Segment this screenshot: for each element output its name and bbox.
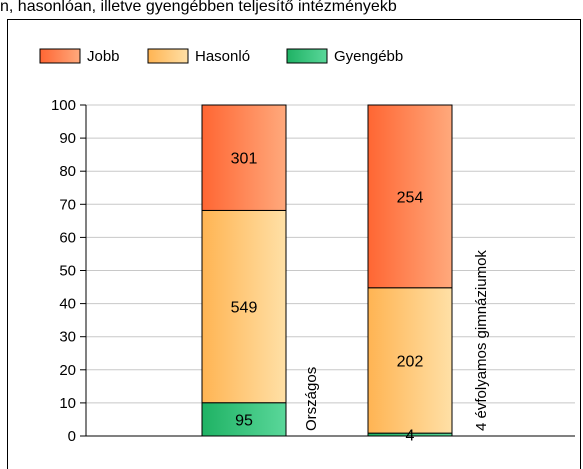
axis-layer: 0 10 20 30 40 50 60 70 80 90 100 bbox=[51, 97, 575, 445]
data-label: 301 bbox=[231, 151, 258, 168]
category-label: Országos bbox=[303, 367, 320, 431]
header-caption: n, hasonlóan, illetve gyengébben teljesí… bbox=[0, 0, 397, 15]
legend-swatch bbox=[39, 48, 81, 64]
label-layer: 95 549 301 Országos 4 202 254 4 évfolyamos gimn… bbox=[231, 151, 490, 445]
bar-segment-hasonló bbox=[367, 287, 453, 434]
y-tick-label: 70 bbox=[59, 196, 76, 213]
legend: Jobb Hasonló Gyengébb bbox=[39, 48, 403, 65]
y-tick-label: 0 bbox=[68, 428, 76, 445]
data-label: 549 bbox=[231, 300, 258, 317]
y-tick-label: 50 bbox=[59, 263, 76, 280]
legend-label: Jobb bbox=[87, 48, 120, 65]
y-tick-label: 60 bbox=[59, 229, 76, 246]
y-tick-label: 20 bbox=[59, 362, 76, 379]
legend-swatch bbox=[147, 48, 189, 64]
y-tick-label: 10 bbox=[59, 395, 76, 412]
bar-segment-hasonló bbox=[201, 209, 287, 404]
y-tick-label: 40 bbox=[59, 296, 76, 313]
category-label: 4 évfolyamos gimnáziumok bbox=[473, 250, 490, 431]
legend-label: Gyengébb bbox=[334, 48, 403, 65]
y-tick-label: 90 bbox=[59, 130, 76, 147]
grid-layer bbox=[86, 104, 575, 404]
bar-layer bbox=[201, 104, 453, 437]
bar-segment-gyengébb bbox=[201, 402, 287, 437]
data-label: 4 bbox=[406, 428, 415, 445]
data-label: 254 bbox=[397, 189, 424, 206]
y-tick-label: 30 bbox=[59, 329, 76, 346]
y-tick-label: 100 bbox=[51, 97, 76, 114]
chart-frame bbox=[7, 19, 581, 469]
bar-segment-jobb bbox=[201, 104, 287, 211]
bar-segment-jobb bbox=[367, 104, 453, 289]
legend-label: Hasonló bbox=[195, 48, 250, 65]
data-label: 202 bbox=[397, 353, 424, 370]
legend-swatch bbox=[286, 48, 328, 64]
y-tick-label: 80 bbox=[59, 163, 76, 180]
data-label: 95 bbox=[235, 412, 253, 429]
